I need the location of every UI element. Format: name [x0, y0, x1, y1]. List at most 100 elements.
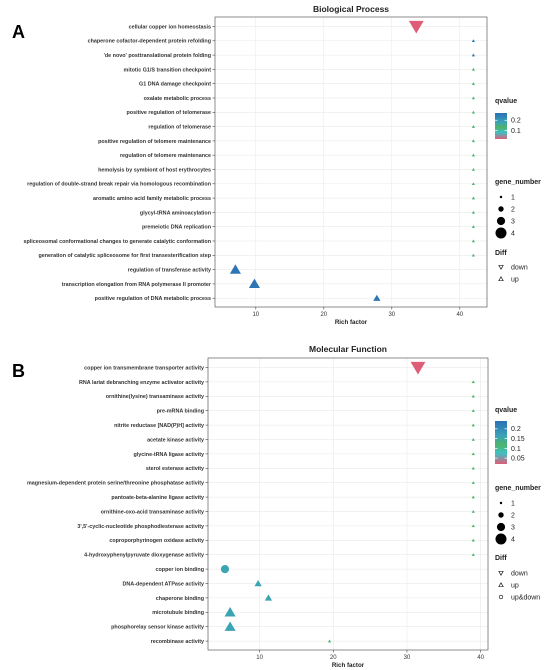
panel-b-point-12 — [471, 538, 475, 542]
panel-a-y-tick-label-1: chaperone cofactor-dependent protein ref… — [88, 39, 211, 45]
panel-a-y-tick-label-0: cellular copper ion homeostasis — [129, 24, 211, 30]
panel-a-qvalue-tick-label-1: 0.1 — [511, 128, 521, 135]
panel-b-qvalue-tick-label-2: 0.1 — [511, 446, 521, 453]
panel-b-y-tick-label-16: chaperone binding — [156, 596, 204, 602]
panel-b-size-legend-key-0 — [499, 501, 503, 505]
panel-b-shape-legend-label-1: up — [511, 582, 519, 589]
panel-a-shape-legend-key-0 — [498, 264, 504, 270]
panel-a-y-tick-label-17: regulation of transferase activity — [128, 268, 211, 274]
panel-a-y-tick-label-11: regulation of double-strand break repair… — [27, 182, 211, 188]
panel-b-x-tick-label-3: 40 — [477, 655, 484, 661]
panel-a-x-tick-label-3: 40 — [456, 312, 463, 318]
panel-a-point-2 — [471, 53, 476, 57]
panel-a-size-legend-label-0: 1 — [511, 194, 515, 201]
panel-b-point-9 — [471, 495, 475, 499]
panel-b-size-legend-label-2: 3 — [511, 524, 515, 531]
panel-b-size-legend-key-2 — [496, 522, 506, 532]
panel-a-point-3 — [471, 67, 476, 71]
panel-a-point-5 — [471, 96, 476, 100]
panel-b-shape-legend-key-1 — [498, 582, 504, 588]
panel-b-point-1 — [471, 380, 475, 384]
panel-b-point-18 — [224, 621, 236, 631]
panel-a-size-legend-key-2 — [496, 216, 506, 226]
panel-a-x-axis-label: Rich factor — [335, 319, 368, 326]
panel-b-shape-legend-label-2: up&down — [511, 594, 540, 601]
panel-b-grid — [208, 358, 488, 650]
panel-b-y-tick-label-8: magnesium-dependent protein serine/threo… — [27, 481, 204, 487]
panel-a-point-0 — [408, 20, 424, 34]
panel-a-y-tick-label-7: regulation of telomerase — [148, 125, 211, 131]
panel-b-qvalue-tick-label-3: 0.05 — [511, 456, 525, 463]
panel-b-size-legend-label-3: 4 — [511, 536, 515, 543]
panel-b-y-tick-label-19: recombinase activity — [151, 639, 204, 645]
panel-b-y-tick-label-6: glycine-tRNA ligase activity — [134, 452, 205, 458]
panel-b-x-tick-label-2: 30 — [404, 655, 411, 661]
panel-a-shape-legend-key-1 — [498, 276, 504, 282]
panel-a-size-legend-key-0 — [499, 195, 503, 199]
panel-b-point-7 — [471, 466, 475, 470]
panel-a-qvalue-colorbar — [495, 113, 507, 139]
panel-a-point-13 — [471, 210, 476, 214]
panel-b-point-8 — [471, 481, 475, 484]
panel-a-point-14 — [471, 225, 476, 228]
panel-b-size-legend-label-1: 2 — [511, 512, 515, 519]
panel-b-label: B — [12, 361, 25, 381]
panel-a-y-tick-label-4: G1 DNA damage checkpoint — [139, 82, 211, 88]
panel-b-y-tick-label-1: RNA lariat debranching enzyme activator … — [79, 380, 204, 386]
panel-a-size-legend-key-3 — [495, 227, 507, 239]
panel-a-size-legend-label-3: 4 — [511, 230, 515, 237]
panel-a-point-16 — [471, 253, 476, 257]
panel-a-point-9 — [471, 153, 476, 157]
panel-b-y-tick-label-0: copper ion transmembrane transporter act… — [84, 365, 204, 371]
panel-b-point-6 — [471, 452, 475, 456]
panel-b-point-13 — [471, 553, 475, 556]
panel-b-point-3 — [471, 409, 475, 412]
panel-b-x-tick-label-1: 20 — [330, 655, 337, 661]
panel-b-point-16 — [264, 594, 273, 601]
panel-a-y-tick-label-14: premeiotic DNA replication — [142, 225, 211, 231]
panel-b-y-tick-label-5: acetate kinase activity — [147, 437, 204, 443]
panel-b-y-tick-label-11: 3',5'-cyclic-nucleotide phosphodiesteras… — [77, 524, 204, 530]
panel-b-size-legend-key-1 — [498, 512, 504, 518]
panel-a-shape-legend-label-0: down — [511, 264, 528, 271]
panel-a-plot-frame — [214, 16, 488, 308]
panel-a-point-12 — [471, 196, 476, 200]
panel-b-shape-legend-key-0 — [498, 570, 504, 576]
panel-a-size-legend-label-2: 3 — [511, 218, 515, 225]
panel-b-y-tick-label-13: 4-hydroxyphenylpyruvate dioxygenase acti… — [84, 553, 204, 559]
panel-b-y-tick-label-3: pre-mRNA binding — [157, 409, 204, 415]
panel-b-qvalue-legend-title: qvalue — [495, 407, 517, 414]
panel-a-y-tick-label-3: mitotic G1/S transition checkpoint — [124, 67, 212, 73]
panel-b-y-tick-label-4: nitrite reductase [NAD(P)H] activity — [114, 423, 204, 429]
panel-b-shape-legend-label-0: down — [511, 570, 528, 577]
panel-a-point-18 — [248, 278, 260, 289]
panel-a-x-tick-label-1: 20 — [320, 312, 327, 318]
panel-a-shape-legend-title: Diff — [495, 250, 507, 257]
panel-a-point-6 — [471, 110, 476, 114]
panel-a-y-tick-label-18: transcription elongation from RNA polyme… — [62, 282, 212, 288]
panel-b-point-10 — [471, 509, 475, 513]
panel-a-qvalue-legend-title: qvalue — [495, 98, 517, 105]
panel-b-shape-legend-key-2 — [498, 594, 504, 600]
panel-a-y-tick-label-10: hemolysis by symbiont of host erythrocyt… — [98, 167, 211, 173]
panel-b-y-tick-label-15: DNA-dependent ATPase activity — [123, 581, 204, 587]
panel-b-point-19 — [327, 639, 332, 643]
panel-a-point-17 — [229, 264, 241, 274]
panel-a-point-8 — [471, 139, 476, 143]
panel-a-point-7 — [471, 125, 476, 128]
panel-b-title: Molecular Function — [309, 344, 387, 354]
panel-b-x-tick-label-0: 10 — [256, 655, 263, 661]
panel-b-point-11 — [471, 524, 475, 528]
panel-b-qvalue-tick-label-1: 0.15 — [511, 436, 525, 443]
panel-b-y-tick-label-2: ornithine(lysine) transaminase activity — [106, 394, 204, 400]
panel-a-y-tick-label-19: positive regulation of DNA metabolic pro… — [95, 296, 211, 302]
panel-b-point-14 — [220, 565, 230, 574]
panel-a-grid — [215, 17, 487, 307]
panel-a-size-legend-label-1: 2 — [511, 206, 515, 213]
panel-b-point-15 — [254, 580, 262, 587]
panel-b-size-legend-label-0: 1 — [511, 500, 515, 507]
panel-b-y-tick-label-9: pantoate-beta-alanine ligase activity — [111, 495, 204, 501]
panel-b-point-17 — [224, 607, 236, 617]
panel-b-point-0 — [410, 361, 426, 375]
